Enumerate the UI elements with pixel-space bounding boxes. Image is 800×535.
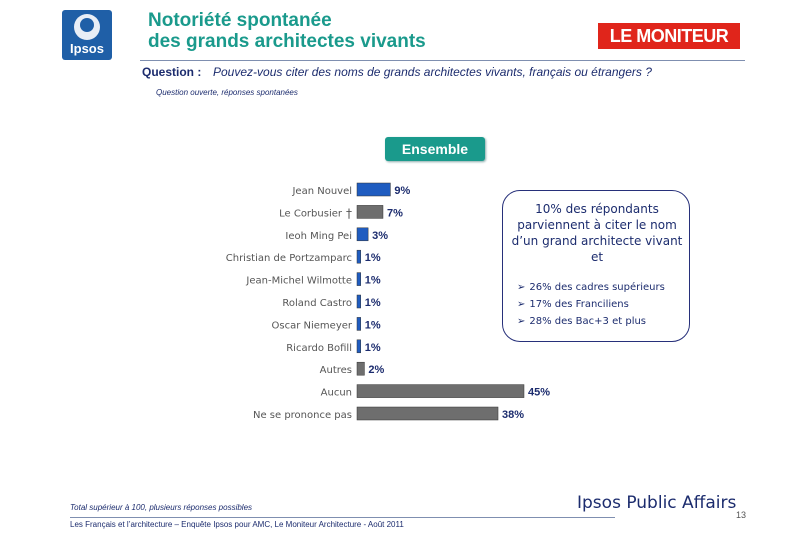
bar (356, 294, 361, 309)
category-label: Jean-Michel Wilmotte (245, 276, 352, 287)
bar (356, 249, 361, 264)
bar (356, 361, 365, 376)
footnote: Total supérieur à 100, plusieurs réponse… (70, 503, 253, 512)
category-label: Le Corbusier (279, 208, 343, 219)
bar (356, 205, 384, 219)
value-label: 45% (528, 387, 550, 399)
value-label: 1% (365, 297, 381, 309)
logo-shape-inner (80, 18, 94, 32)
footer-divider (70, 517, 615, 518)
category-label: Oscar Niemeyer (272, 320, 353, 331)
value-label: 1% (365, 252, 381, 264)
arrow-bullet-icon: ➢ (517, 282, 526, 293)
title-line-1: Notoriété spontanée (148, 10, 332, 31)
ipsos-public-affairs-brand: Ipsos Public Affairs (577, 493, 737, 513)
callout-item: ➢ 17% des Franciliens (517, 299, 629, 310)
value-label: 1% (365, 319, 381, 331)
header-divider (140, 60, 745, 61)
value-label: 2% (368, 364, 384, 376)
value-label: 38% (502, 409, 524, 421)
value-label: 3% (372, 230, 388, 242)
page-title: Notoriété spontanée des grands architect… (148, 10, 426, 52)
category-label: Christian de Portzamparc (226, 253, 352, 264)
ipsos-logo: Ipsos (62, 10, 112, 60)
footer-source: Les Français et l’architecture – Enquête… (70, 520, 404, 529)
arrow-bullet-icon: ➢ (517, 299, 526, 310)
value-label: 9% (394, 185, 410, 197)
logo-text: Ipsos (70, 41, 104, 56)
bar (356, 406, 499, 421)
value-label: 1% (365, 342, 381, 354)
callout-box: 10% des répondants parviennent à citer l… (502, 190, 690, 342)
category-label: Ieoh Ming Pei (285, 231, 352, 242)
bar (356, 317, 361, 331)
segment-label: Ensemble (385, 137, 485, 161)
bar (356, 384, 525, 398)
category-label: Aucun (321, 388, 352, 399)
category-label: Jean Nouvel (291, 186, 352, 197)
le-moniteur-logo: LE MONITEUR (598, 23, 740, 49)
title-line-2: des grands architectes vivants (148, 31, 426, 52)
value-label: 1% (365, 275, 381, 287)
callout-item: ➢ 28% des Bac+3 et plus (517, 316, 647, 327)
value-label: 7% (387, 207, 403, 219)
bar (356, 227, 369, 242)
category-label: Roland Castro (282, 298, 352, 309)
bar (356, 339, 361, 354)
question-label: Question : (142, 65, 202, 79)
bar (356, 182, 391, 197)
category-label: Ricardo Bofill (286, 343, 352, 354)
question-text: Pouvez-vous citer des noms de grands arc… (213, 65, 652, 79)
arrow-bullet-icon: ➢ (517, 316, 526, 327)
callout-text: 10% des répondants parviennent à citer l… (511, 202, 683, 264)
bar (356, 272, 361, 286)
dagger-marker: † (346, 206, 352, 220)
category-label: Ne se prononce pas (253, 410, 352, 421)
callout-item: ➢ 26% des cadres supérieurs (517, 282, 665, 293)
question-note: Question ouverte, réponses spontanées (156, 88, 298, 97)
callout-list: ➢ 26% des cadres supérieurs ➢ 17% des Fran… (517, 279, 665, 330)
category-label: Autres (320, 365, 352, 376)
page-number: 13 (736, 510, 747, 520)
